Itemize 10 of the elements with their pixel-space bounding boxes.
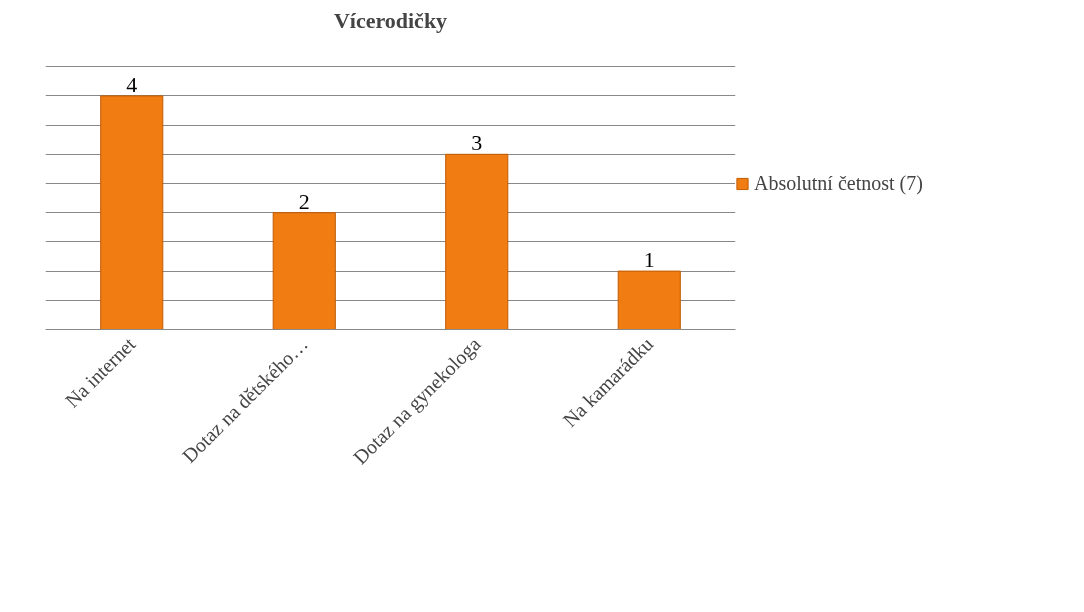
bar (445, 153, 509, 330)
bar (617, 270, 681, 330)
bar (100, 95, 164, 330)
data-label: 2 (298, 188, 310, 214)
data-label: 1 (643, 247, 655, 273)
bar (272, 212, 336, 330)
chart-title: Vícerodičky (333, 7, 448, 33)
data-label: 3 (471, 130, 483, 156)
legend-label: Absolutní četnost (7) (754, 171, 923, 195)
data-label: 4 (126, 71, 138, 97)
